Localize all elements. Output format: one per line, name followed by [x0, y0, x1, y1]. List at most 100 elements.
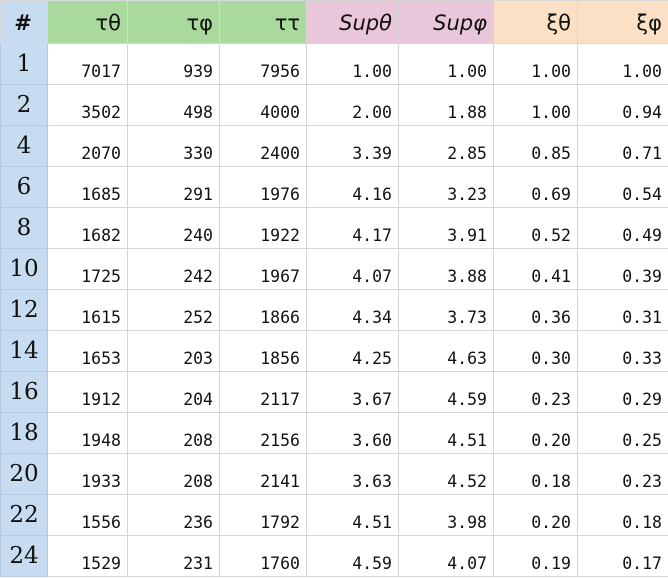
cell-sup-phi[interactable]: 1.00	[398, 43, 494, 85]
cell-t-phi[interactable]: 330	[127, 125, 220, 167]
cell-t-tau[interactable]: 1856	[219, 330, 307, 372]
cell-sup-theta[interactable]: 3.67	[306, 371, 399, 413]
cell-t-phi[interactable]: 208	[127, 412, 220, 454]
cell-sup-theta[interactable]: 4.17	[306, 207, 399, 249]
cell-xi-theta[interactable]: 0.18	[493, 453, 578, 495]
row-number[interactable]: 2	[0, 84, 48, 126]
cell-t-phi[interactable]: 208	[127, 453, 220, 495]
header-sup-theta[interactable]: Supθ	[306, 0, 399, 44]
row-number[interactable]: 12	[0, 289, 48, 331]
cell-t-theta[interactable]: 1556	[47, 494, 128, 536]
row-number[interactable]: 4	[0, 125, 48, 167]
row-number[interactable]: 1	[0, 43, 48, 85]
cell-sup-theta[interactable]: 4.59	[306, 535, 399, 577]
cell-xi-theta[interactable]: 0.69	[493, 166, 578, 208]
cell-xi-theta[interactable]: 0.20	[493, 412, 578, 454]
cell-sup-theta[interactable]: 1.00	[306, 43, 399, 85]
cell-xi-phi[interactable]: 1.00	[577, 43, 668, 85]
cell-t-phi[interactable]: 939	[127, 43, 220, 85]
cell-t-tau[interactable]: 2156	[219, 412, 307, 454]
cell-t-theta[interactable]: 1529	[47, 535, 128, 577]
cell-xi-theta[interactable]: 0.85	[493, 125, 578, 167]
cell-xi-theta[interactable]: 0.30	[493, 330, 578, 372]
cell-xi-theta[interactable]: 0.23	[493, 371, 578, 413]
cell-sup-theta[interactable]: 4.34	[306, 289, 399, 331]
header-t-phi[interactable]: τφ	[127, 0, 220, 44]
cell-t-tau[interactable]: 1922	[219, 207, 307, 249]
cell-xi-phi[interactable]: 0.18	[577, 494, 668, 536]
row-number[interactable]: 20	[0, 453, 48, 495]
cell-xi-phi[interactable]: 0.33	[577, 330, 668, 372]
cell-sup-phi[interactable]: 2.85	[398, 125, 494, 167]
cell-sup-theta[interactable]: 2.00	[306, 84, 399, 126]
cell-sup-phi[interactable]: 4.51	[398, 412, 494, 454]
cell-sup-phi[interactable]: 1.88	[398, 84, 494, 126]
cell-t-theta[interactable]: 7017	[47, 43, 128, 85]
cell-sup-theta[interactable]: 4.51	[306, 494, 399, 536]
header-hash[interactable]: #	[0, 0, 48, 44]
cell-t-phi[interactable]: 498	[127, 84, 220, 126]
cell-xi-theta[interactable]: 0.20	[493, 494, 578, 536]
cell-t-theta[interactable]: 1615	[47, 289, 128, 331]
cell-sup-phi[interactable]: 3.98	[398, 494, 494, 536]
cell-sup-theta[interactable]: 4.07	[306, 248, 399, 290]
cell-t-phi[interactable]: 203	[127, 330, 220, 372]
cell-t-theta[interactable]: 1933	[47, 453, 128, 495]
cell-xi-phi[interactable]: 0.25	[577, 412, 668, 454]
cell-xi-theta[interactable]: 0.52	[493, 207, 578, 249]
header-sup-phi[interactable]: Supφ	[398, 0, 494, 44]
cell-xi-theta[interactable]: 1.00	[493, 43, 578, 85]
cell-t-tau[interactable]: 1760	[219, 535, 307, 577]
cell-t-tau[interactable]: 1792	[219, 494, 307, 536]
header-xi-phi[interactable]: ξφ	[577, 0, 668, 44]
cell-xi-phi[interactable]: 0.17	[577, 535, 668, 577]
cell-sup-phi[interactable]: 4.63	[398, 330, 494, 372]
cell-xi-phi[interactable]: 0.49	[577, 207, 668, 249]
cell-xi-phi[interactable]: 0.54	[577, 166, 668, 208]
cell-t-phi[interactable]: 231	[127, 535, 220, 577]
cell-sup-theta[interactable]: 4.25	[306, 330, 399, 372]
cell-sup-theta[interactable]: 3.60	[306, 412, 399, 454]
cell-t-tau[interactable]: 2141	[219, 453, 307, 495]
cell-t-tau[interactable]: 4000	[219, 84, 307, 126]
cell-t-tau[interactable]: 1866	[219, 289, 307, 331]
cell-xi-theta[interactable]: 0.36	[493, 289, 578, 331]
cell-t-theta[interactable]: 3502	[47, 84, 128, 126]
header-t-theta[interactable]: τθ	[47, 0, 128, 44]
cell-t-phi[interactable]: 252	[127, 289, 220, 331]
cell-sup-phi[interactable]: 3.23	[398, 166, 494, 208]
row-number[interactable]: 8	[0, 207, 48, 249]
row-number[interactable]: 24	[0, 535, 48, 577]
cell-t-tau[interactable]: 2400	[219, 125, 307, 167]
cell-t-tau[interactable]: 1976	[219, 166, 307, 208]
cell-xi-theta[interactable]: 1.00	[493, 84, 578, 126]
cell-sup-phi[interactable]: 4.52	[398, 453, 494, 495]
cell-sup-theta[interactable]: 3.63	[306, 453, 399, 495]
row-number[interactable]: 6	[0, 166, 48, 208]
cell-sup-phi[interactable]: 3.91	[398, 207, 494, 249]
cell-t-phi[interactable]: 204	[127, 371, 220, 413]
header-t-tau[interactable]: ττ	[219, 0, 307, 44]
cell-xi-phi[interactable]: 0.23	[577, 453, 668, 495]
cell-t-theta[interactable]: 1685	[47, 166, 128, 208]
cell-xi-theta[interactable]: 0.41	[493, 248, 578, 290]
cell-t-theta[interactable]: 1948	[47, 412, 128, 454]
cell-sup-phi[interactable]: 4.07	[398, 535, 494, 577]
cell-sup-phi[interactable]: 3.73	[398, 289, 494, 331]
cell-sup-theta[interactable]: 3.39	[306, 125, 399, 167]
cell-xi-phi[interactable]: 0.39	[577, 248, 668, 290]
cell-t-theta[interactable]: 1725	[47, 248, 128, 290]
row-number[interactable]: 18	[0, 412, 48, 454]
cell-t-theta[interactable]: 1912	[47, 371, 128, 413]
cell-xi-phi[interactable]: 0.31	[577, 289, 668, 331]
cell-t-phi[interactable]: 240	[127, 207, 220, 249]
cell-xi-phi[interactable]: 0.94	[577, 84, 668, 126]
cell-t-tau[interactable]: 7956	[219, 43, 307, 85]
row-number[interactable]: 14	[0, 330, 48, 372]
row-number[interactable]: 22	[0, 494, 48, 536]
cell-xi-phi[interactable]: 0.29	[577, 371, 668, 413]
cell-sup-phi[interactable]: 3.88	[398, 248, 494, 290]
header-xi-theta[interactable]: ξθ	[493, 0, 578, 44]
row-number[interactable]: 16	[0, 371, 48, 413]
cell-t-tau[interactable]: 2117	[219, 371, 307, 413]
